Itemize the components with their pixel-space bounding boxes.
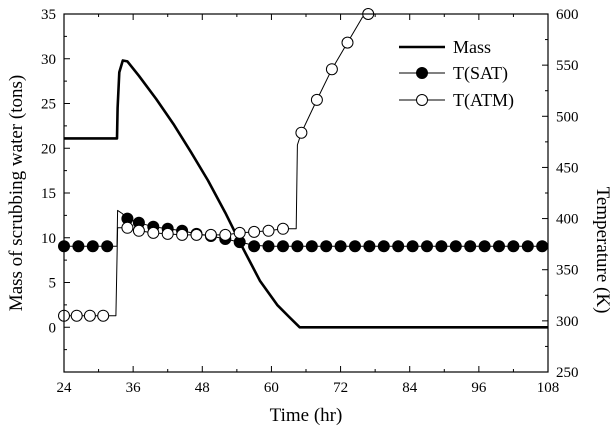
series-tsat-point xyxy=(521,240,534,253)
tick-labels: 24 36 48 60 72 84 96 108 0 5 10 15 20 25 30 35 250 300 350… xyxy=(41,7,579,396)
legend-mass-label: Mass xyxy=(453,37,491,57)
legend-tatm-marker xyxy=(416,94,428,106)
x-tick-label: 72 xyxy=(333,380,348,396)
y2-tick-label: 450 xyxy=(556,160,579,176)
series-tsat-point xyxy=(493,240,505,253)
y2-tick-label: 350 xyxy=(556,263,579,279)
series-tsat-point xyxy=(421,240,433,253)
series-tatm-point xyxy=(70,309,83,322)
series-tsat-point xyxy=(377,240,390,253)
series-tatm-point xyxy=(176,228,189,241)
series-tsat-point xyxy=(406,240,419,253)
series-tsat-point xyxy=(86,240,99,253)
y-tick-label: 35 xyxy=(41,7,56,23)
series-tsat-point xyxy=(305,240,318,253)
series-tsat-point xyxy=(72,240,85,253)
series-tsat-point xyxy=(101,240,114,253)
series-tsat-point xyxy=(507,240,520,253)
y-tick-label: 5 xyxy=(49,276,57,292)
series-tatm-point xyxy=(262,224,275,237)
x-tick-label: 60 xyxy=(264,380,279,396)
x-tick-label: 24 xyxy=(57,380,73,396)
y-axis-title: Mass of scrubbing water (tons) xyxy=(6,75,27,311)
y-tick-label: 20 xyxy=(41,141,56,157)
series-tsat-point xyxy=(349,240,361,253)
series-tsat-point xyxy=(291,240,304,253)
y2-tick-label: 250 xyxy=(556,365,579,381)
series-tatm-point xyxy=(121,221,134,234)
series-tatm-point xyxy=(341,36,354,49)
series-tsat-point xyxy=(262,240,275,253)
series-tsat-point xyxy=(363,240,376,253)
y2-tick-label: 300 xyxy=(556,314,579,330)
y-tick-label: 15 xyxy=(41,186,56,202)
y-tick-label: 0 xyxy=(49,320,57,336)
legend-tsat-label: T(SAT) xyxy=(453,63,508,84)
series-mass-line xyxy=(64,59,548,329)
legend-tsat-marker xyxy=(416,67,428,79)
series-tatm-point xyxy=(204,228,217,241)
y2-axis-title: Temperature (K) xyxy=(592,187,610,314)
series-tsat-point xyxy=(464,240,477,253)
series-tatm-line xyxy=(64,13,369,317)
x-axis-title: Time (hr) xyxy=(270,405,343,426)
legend: Mass T(SAT) T(ATM) xyxy=(399,37,514,111)
series-tatm-point xyxy=(190,228,203,241)
series-tsat-point xyxy=(248,240,261,253)
y-tick-label: 30 xyxy=(41,52,56,68)
x-tick-label: 36 xyxy=(126,380,142,396)
y2-tick-label: 600 xyxy=(556,7,579,23)
series-tsat-point xyxy=(334,240,347,253)
series-tatm-point xyxy=(295,126,308,139)
series-tatm-point xyxy=(233,226,246,239)
x-tick-label: 84 xyxy=(402,380,418,396)
series-tsat-point xyxy=(536,240,549,253)
x-tick-label: 96 xyxy=(471,380,487,396)
series-tsat-point xyxy=(392,240,405,253)
series-tatm-point xyxy=(277,222,289,235)
y2-tick-label: 550 xyxy=(556,58,579,74)
legend-tatm-label: T(ATM) xyxy=(453,90,514,111)
y2-tick-label: 500 xyxy=(556,109,579,125)
y-tick-label: 10 xyxy=(41,231,56,247)
series-tatm-point xyxy=(248,225,261,238)
series-tatm-point xyxy=(219,228,232,241)
data-layer xyxy=(58,8,549,329)
series-tsat-point xyxy=(435,240,448,253)
series-tatm-point xyxy=(132,224,145,237)
series-tsat-point xyxy=(478,240,491,253)
x-tick-label: 48 xyxy=(195,380,210,396)
series-tsat-point xyxy=(449,240,462,253)
series-tatm-point xyxy=(161,227,174,240)
series-tatm-point xyxy=(310,93,323,106)
series-tatm-point xyxy=(83,309,96,322)
series-tatm-point xyxy=(147,226,160,239)
series-tsat-point xyxy=(320,240,333,253)
axis-ticks xyxy=(63,13,549,373)
series-tsat-point xyxy=(277,240,289,253)
y-tick-label: 25 xyxy=(41,97,56,113)
series-tatm-point xyxy=(325,63,338,76)
series-tatm-point xyxy=(97,309,110,322)
y2-tick-label: 400 xyxy=(556,212,579,228)
x-tick-label: 108 xyxy=(537,380,560,396)
